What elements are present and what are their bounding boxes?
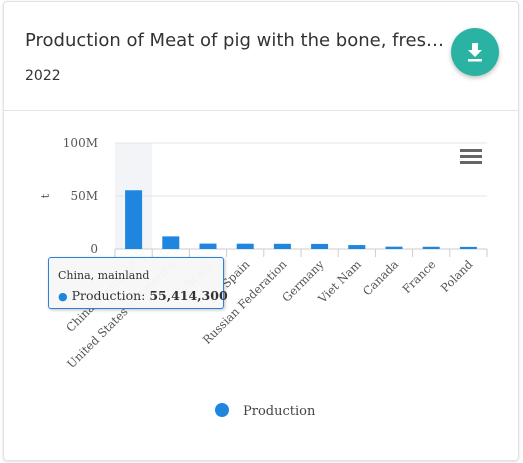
bar[interactable]: [199, 243, 217, 249]
y-tick-label: 50M: [70, 189, 98, 203]
y-axis-title: t: [39, 193, 52, 198]
download-button[interactable]: [451, 28, 499, 76]
x-tick-label: Poland: [438, 257, 476, 295]
bar[interactable]: [385, 246, 403, 249]
bar[interactable]: [422, 246, 440, 249]
tooltip: China, mainland ● Production: 55,414,300: [48, 257, 228, 309]
bar[interactable]: [162, 236, 180, 249]
bar[interactable]: [125, 190, 143, 249]
bar[interactable]: [348, 245, 366, 249]
tooltip-line: ● Production: 55,414,300: [58, 288, 228, 303]
legend[interactable]: Production: [215, 403, 316, 419]
card-header: Production of Meat of pig with the bone,…: [4, 2, 518, 111]
y-tick-label: 0: [90, 242, 98, 256]
legend-label: Production: [243, 404, 316, 419]
bar[interactable]: [273, 243, 291, 249]
tooltip-value: 55,414,300: [149, 288, 228, 303]
chart-subtitle: 2022: [25, 68, 61, 84]
x-tick-label: Spain: [219, 257, 253, 291]
tooltip-category: China, mainland: [58, 269, 150, 282]
hamburger-menu-icon[interactable]: [460, 149, 482, 164]
tooltip-marker: ●: [58, 290, 68, 303]
chart-card: Production of Meat of pig with the bone,…: [3, 1, 519, 461]
tooltip-series-label: Production:: [71, 288, 146, 303]
y-tick-label: 100M: [63, 136, 98, 150]
bar[interactable]: [311, 243, 329, 249]
x-tick-label: France: [399, 257, 438, 296]
bar[interactable]: [236, 243, 254, 249]
download-icon: [468, 43, 482, 62]
legend-marker: [215, 403, 229, 417]
x-tick-label: Canada: [360, 257, 401, 298]
bar[interactable]: [459, 246, 477, 249]
